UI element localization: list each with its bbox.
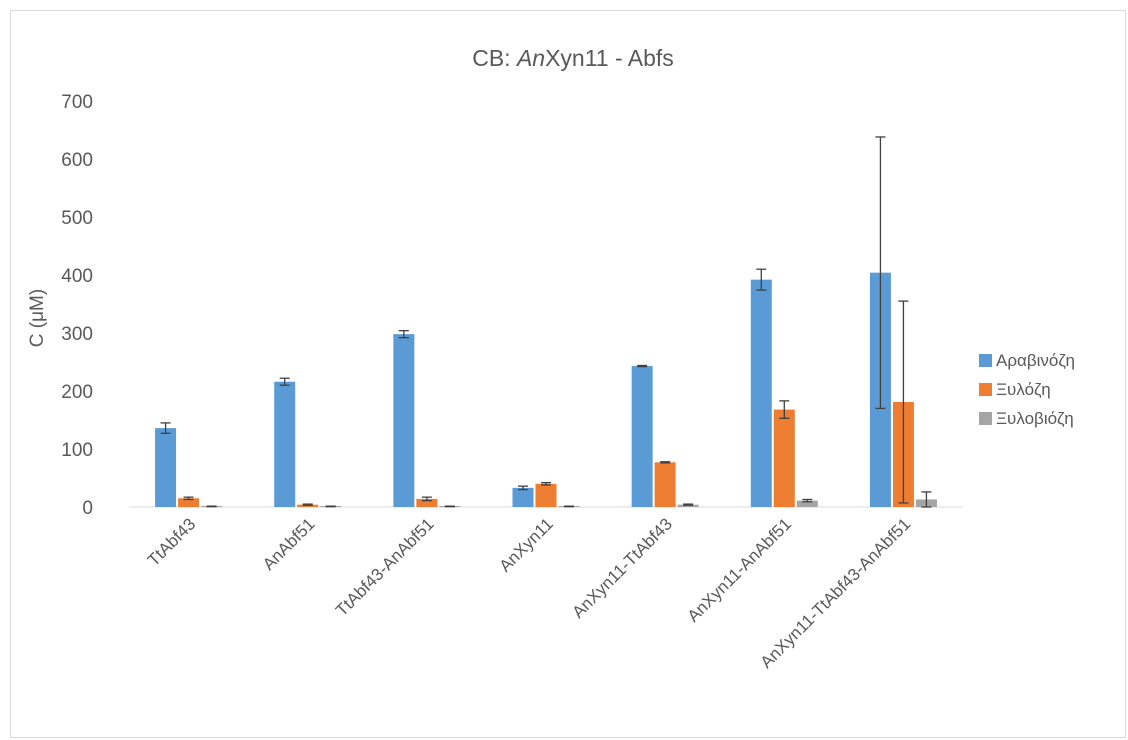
bar-3 <box>796 500 818 507</box>
x-tick-label: AnXyn11 <box>495 514 556 575</box>
chart-title-suffix: Xyn11 - Abfs <box>545 45 674 71</box>
x-tick-label: AnXyn11-AnAbf51 <box>684 514 795 625</box>
bar-1 <box>631 366 653 507</box>
x-tick-label: AnXyn11-TtAbf43 <box>569 514 676 621</box>
legend-label: Ξυλοβιόζη <box>996 409 1074 428</box>
bar-1 <box>274 381 296 507</box>
y-tick-label: 300 <box>61 324 93 345</box>
y-tick-label: 700 <box>61 92 93 113</box>
x-tick-label: TtAbf43 <box>144 514 200 570</box>
bar-1 <box>512 487 534 507</box>
chart-title-prefix: CB: <box>472 45 517 71</box>
legend-swatch <box>979 354 992 367</box>
bar-2 <box>773 409 795 507</box>
bar-1 <box>750 279 772 507</box>
plot-area: 0 100 200 300 400 500 600 700 TtAbf43 AnAbf51 TtAb… <box>61 92 963 672</box>
y-tick-label: 0 <box>82 498 93 519</box>
bar-2 <box>535 483 557 507</box>
y-axis-label: C (μM) <box>27 289 48 347</box>
legend-swatch <box>979 383 992 396</box>
bar-1 <box>155 428 177 507</box>
chart-title: CB: AnXyn11 - Abfs <box>472 45 674 71</box>
chart-frame: CB: AnXyn11 - Abfs C (μM) 0 100 200 300 400 5… <box>10 10 1126 738</box>
x-tick-label: TtAbf43-AnAbf51 <box>332 514 438 620</box>
legend-swatch <box>979 412 992 425</box>
legend: Αραβινόζη Ξυλόζη Ξυλοβιόζη <box>979 351 1075 428</box>
x-tick-label: AnAbf51 <box>259 514 319 574</box>
bar-1 <box>393 334 415 507</box>
legend-label: Ξυλόζη <box>996 380 1051 399</box>
y-tick-label: 400 <box>61 266 93 287</box>
y-tick-label: 200 <box>61 382 93 403</box>
chart: CB: AnXyn11 - Abfs C (μM) 0 100 200 300 400 5… <box>27 45 1075 672</box>
bar-2 <box>178 498 200 507</box>
y-tick-label: 100 <box>61 440 93 461</box>
y-tick-label: 600 <box>61 150 93 171</box>
legend-label: Αραβινόζη <box>996 351 1075 370</box>
bar-2 <box>654 462 676 507</box>
bar-2 <box>416 498 438 507</box>
y-tick-label: 500 <box>61 208 93 229</box>
chart-title-italic: An <box>515 45 545 71</box>
